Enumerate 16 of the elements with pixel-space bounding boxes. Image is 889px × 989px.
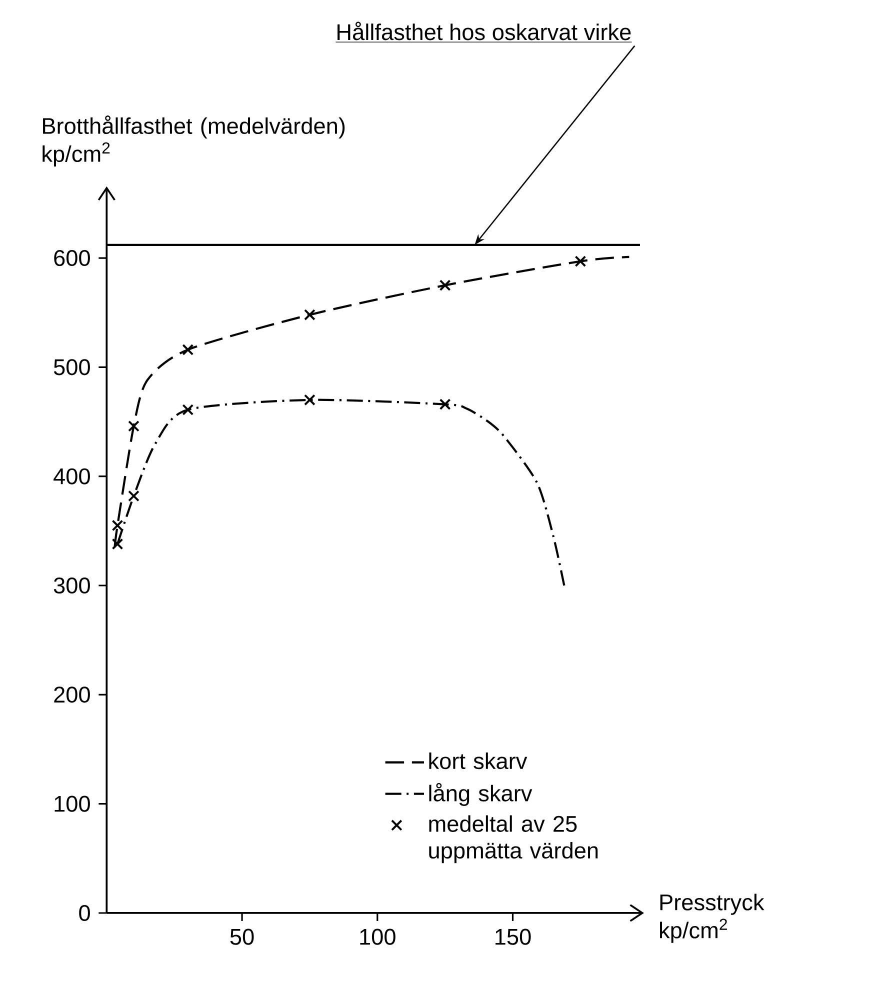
y-tick-label: 0 [79,904,90,922]
y-tick-label: 100 [54,796,90,812]
y-tick-label: 400 [54,468,90,484]
y-tick-label: 600 [54,250,90,266]
ref-line-label: Hållfasthet hos oskarvat virke [338,22,631,40]
legend-label: lång skarv [429,782,532,806]
y-tick-label: 300 [54,577,90,594]
x-tick-label: 50 [230,928,254,945]
legend-label: medeltal av 25 uppmätta värden [429,815,598,864]
x-axis-title: Presstryck kp/cm$^{2}$ [660,894,764,943]
x-tick-label: 150 [496,928,531,945]
y-tick-label: 500 [54,359,90,376]
y-axis-title: Brotthållfasthet (medelvärden) kp/cm$^{2}$ [42,116,345,167]
legend-label: kort skarv [429,752,528,770]
y-tick-label: 200 [54,686,90,703]
x-tick-label: 100 [360,928,396,945]
